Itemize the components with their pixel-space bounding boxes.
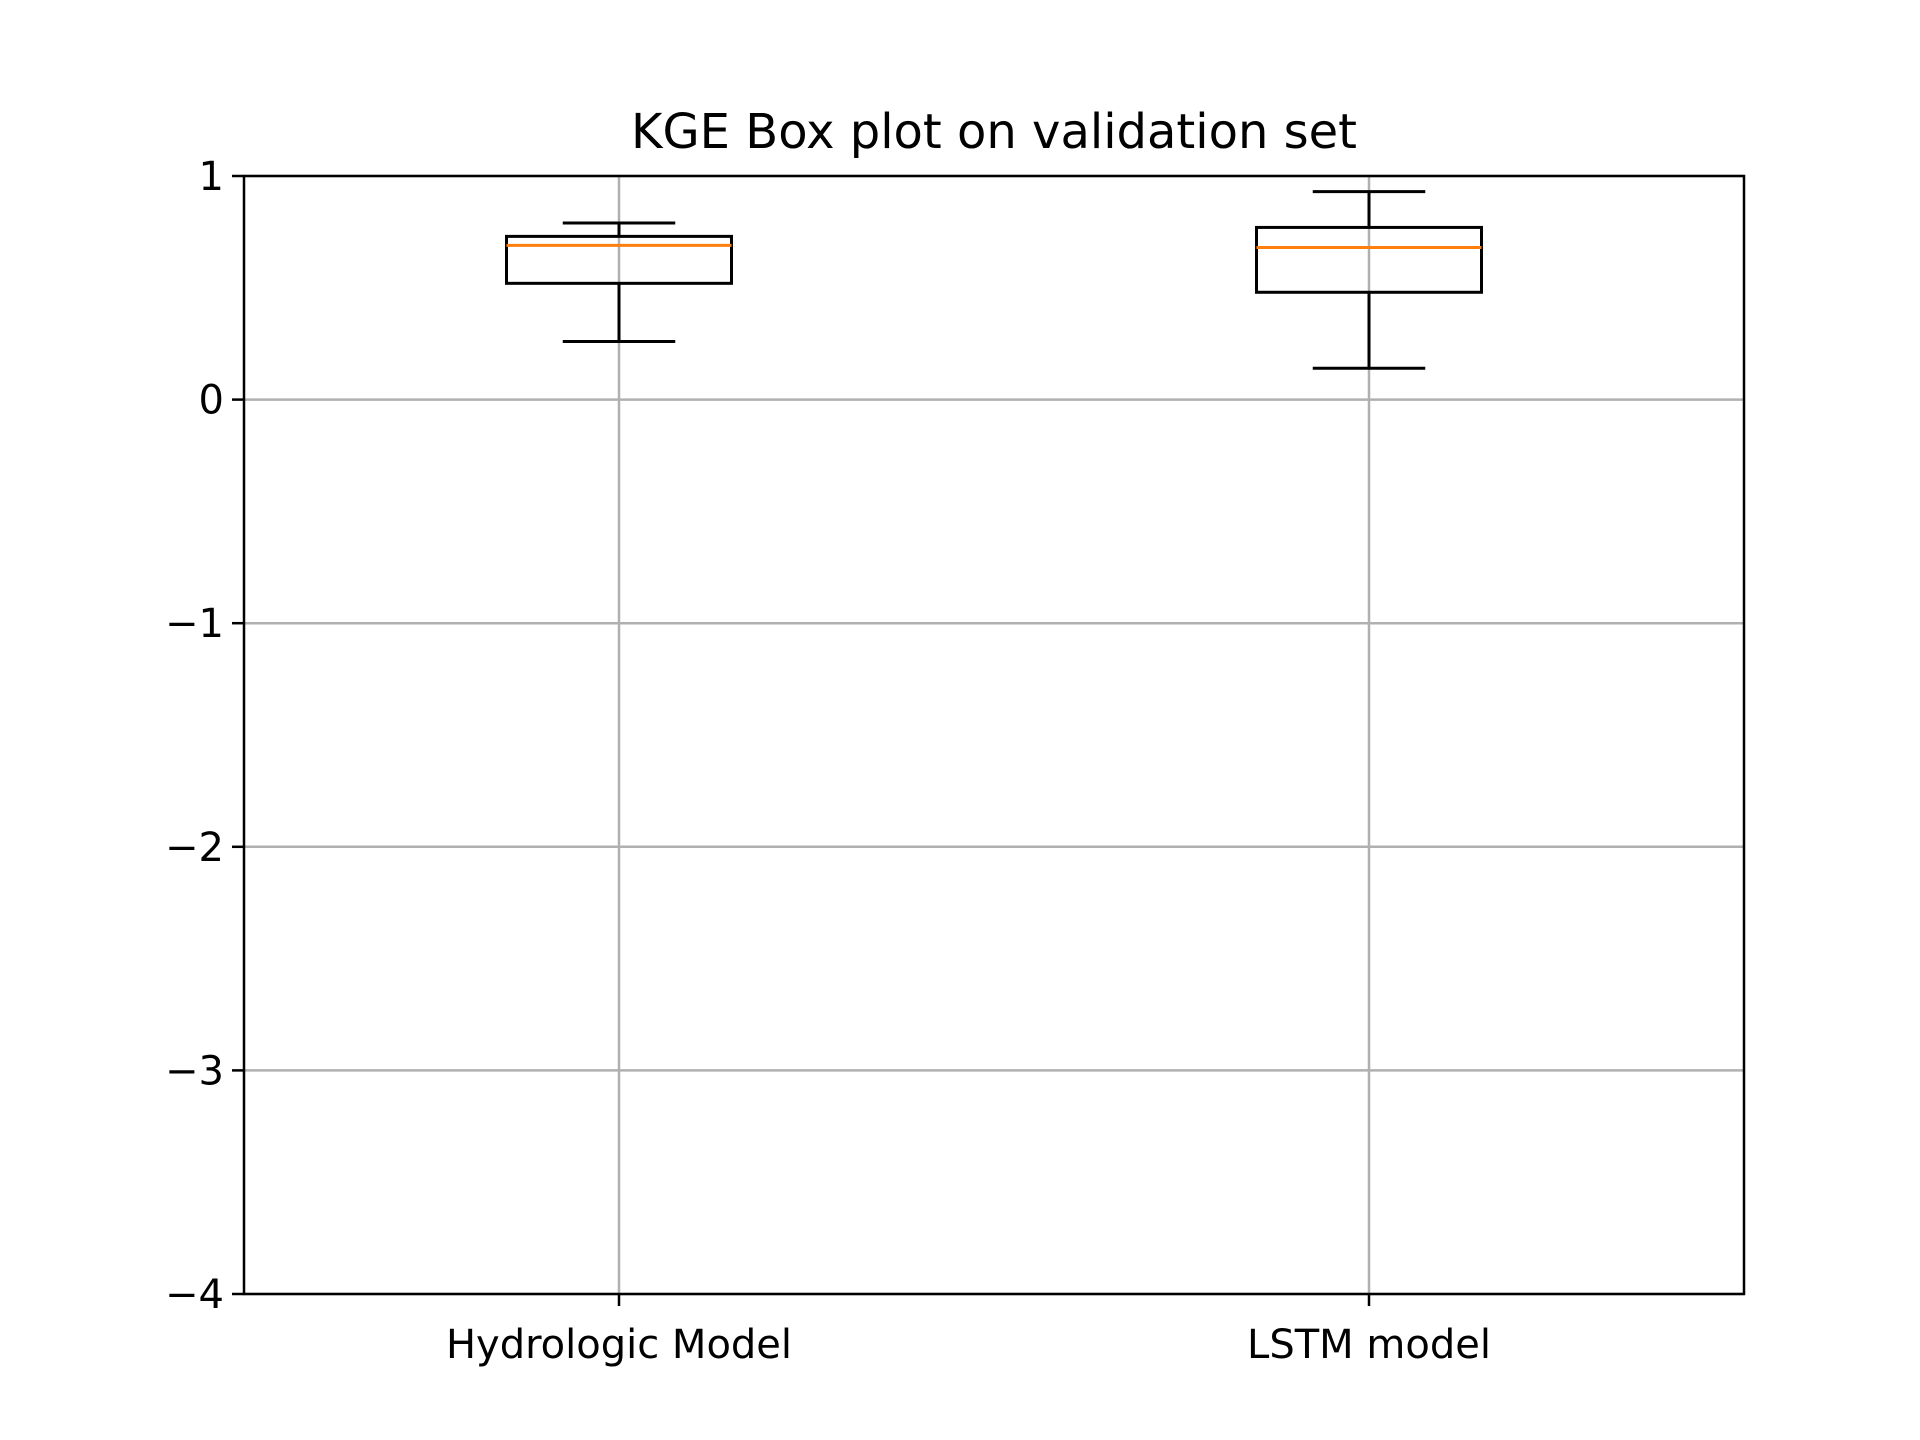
box-plot-2 <box>1255 190 1483 370</box>
y-tick-label: 0 <box>199 378 224 424</box>
y-tick-label: −4 <box>165 1272 224 1318</box>
iqr-box <box>1255 225 1483 294</box>
box-plot-1 <box>505 221 733 343</box>
y-tick-label: −2 <box>165 825 224 871</box>
iqr-box <box>505 234 733 285</box>
boxes-layer <box>505 190 1483 370</box>
y-axis-ticks: 1 0 −1 −2 −3 −4 <box>165 154 244 1318</box>
y-tick-label: −3 <box>165 1048 224 1094</box>
plot-area-frame <box>242 174 1746 1296</box>
x-axis-ticks: Hydrologic Model LSTM model <box>446 1294 1491 1368</box>
x-tick-label: Hydrologic Model <box>446 1322 792 1368</box>
x-tick-label: LSTM model <box>1247 1322 1491 1368</box>
chart-title: KGE Box plot on validation set <box>631 104 1357 160</box>
y-tick-label: −1 <box>165 601 224 647</box>
y-tick-label: 1 <box>199 154 224 200</box>
